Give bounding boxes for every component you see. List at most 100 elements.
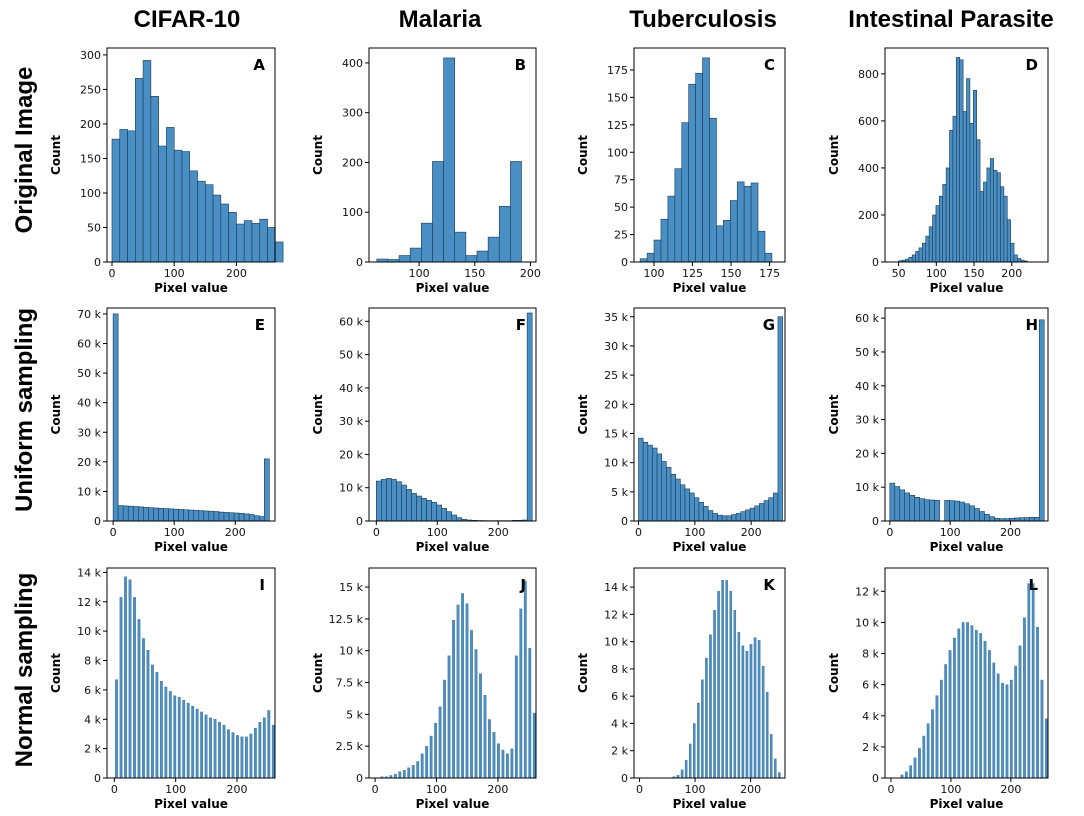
chart-g-bar-5 [661, 461, 667, 522]
chart-b-ylabel: Count [311, 135, 325, 175]
chart-d-bar-33 [1010, 242, 1015, 263]
chart-d-bar-19 [962, 111, 967, 263]
chart-g-bar-26 [759, 503, 765, 522]
chart-i-bar-33 [262, 717, 266, 779]
chart-a-bar-4 [142, 60, 152, 263]
chart-g-ytick-label-5: 25 k [604, 369, 628, 382]
chart-l-bar-34 [1040, 679, 1044, 779]
chart-d-bar-35 [1017, 258, 1022, 263]
chart-a-bar-6 [158, 145, 167, 263]
chart-k-bar-15 [701, 679, 704, 779]
chart-h-bar-8 [929, 499, 935, 522]
chart-h-ytick-label-6: 60 k [855, 312, 879, 325]
chart-c-bar-8 [695, 72, 703, 263]
chart-j-bar-18 [456, 604, 460, 779]
chart-g-bar-0 [638, 437, 644, 522]
chart-l-ytick-label-4: 8 k [862, 648, 879, 661]
chart-i-panel-letter: I [259, 576, 265, 594]
chart-k-bar-23 [733, 610, 737, 779]
chart-i-ytick-label-6: 12 k [77, 596, 101, 609]
chart-d-ytick-label-1: 200 [858, 209, 879, 222]
chart-c-bar-16 [750, 182, 759, 263]
chart-l-bar-4 [909, 765, 913, 779]
chart-j-bar-33 [523, 580, 527, 779]
chart-h-xtick-label-2: 200 [1000, 526, 1021, 539]
chart-g-xtick-label-2: 200 [741, 526, 762, 539]
chart-b-bar-12 [510, 161, 522, 263]
chart-l-xtick-label-0: 0 [887, 783, 894, 796]
chart-g-ytick-label-4: 20 k [604, 398, 628, 411]
chart-j: 0 100 200 0 2.5 k 5 k 7.5 k 10 k 12.5 k 15 k Pixel… [311, 567, 537, 811]
chart-k-bar-20 [721, 580, 724, 779]
chart-c-ytick-label-3: 75 [614, 174, 628, 187]
chart-b-ytick-label-2: 200 [342, 156, 363, 169]
chart-k-bar-29 [757, 640, 761, 779]
chart-h-bar-4 [909, 494, 916, 522]
chart-k-bar-10 [680, 769, 684, 779]
chart-h-bar-28 [1028, 516, 1035, 522]
chart-i-ytick-label-4: 8 k [84, 655, 101, 668]
chart-e-bar-1 [117, 505, 124, 522]
chart-a-bar-1 [119, 129, 128, 263]
chart-d-bar-25 [983, 181, 988, 263]
chart-l-ytick-label-3: 6 k [862, 679, 879, 692]
chart-k-xtick-label-2: 200 [740, 783, 761, 796]
chart-a-bar-21 [275, 241, 284, 263]
chart-c-bar-7 [688, 83, 696, 263]
chart-i-bar-3 [128, 579, 132, 779]
chart-d-panel-letter: D [1026, 56, 1038, 74]
chart-e-ytick-label-6: 60 k [77, 338, 101, 351]
chart-l-xtick-label-2: 200 [1000, 783, 1021, 796]
chart-j-bar-9 [416, 761, 420, 779]
chart-j-xtick-label-1: 100 [426, 783, 447, 796]
chart-h-bar-12 [949, 500, 955, 522]
chart-g-ytick-label-1: 5 k [611, 486, 628, 499]
chart-i-bar-10 [159, 680, 163, 779]
chart-b-ytick-label-1: 100 [342, 206, 363, 219]
chart-a-bar-20 [267, 227, 276, 263]
chart-l-bar-35 [1044, 718, 1048, 779]
chart-f-bar-8 [416, 495, 422, 522]
chart-c-bar-9 [702, 57, 710, 263]
chart-d: 50 100 150 200 0 200 400 600 800 Pixel value Count… [827, 47, 1049, 295]
chart-c-ylabel: Count [576, 135, 590, 175]
chart-k-ytick-label-2: 4 k [611, 717, 628, 730]
chart-e-bar-8 [153, 507, 159, 522]
chart-i-bar-6 [142, 638, 145, 779]
chart-l-bar-3 [904, 771, 908, 779]
chart-i-ytick-label-5: 10 k [77, 625, 101, 638]
chart-h-bar-13 [954, 500, 960, 522]
chart-e-xlabel: Pixel value [154, 540, 228, 554]
chart-g-bar-16 [712, 513, 718, 522]
chart-a-ytick-label-4: 200 [80, 118, 101, 131]
chart-d-ytick-label-3: 600 [858, 115, 879, 128]
chart-l-xtick-label-1: 100 [940, 783, 961, 796]
chart-d-bar-24 [979, 191, 984, 263]
chart-e-ytick-label-2: 20 k [77, 456, 101, 469]
chart-e-bar-24 [233, 512, 240, 522]
chart-i-bar-31 [253, 727, 257, 779]
chart-j-panel-letter: J [519, 576, 526, 594]
chart-a-bar-14 [220, 203, 229, 263]
chart-c-ytick-label-5: 125 [607, 119, 628, 132]
chart-e-panel-letter: E [255, 316, 265, 334]
chart-c-ytick-label-1: 25 [614, 229, 628, 242]
chart-h-bar-15 [964, 503, 970, 522]
chart-e-bar-26 [243, 513, 250, 522]
chart-g-bar-9 [680, 484, 686, 522]
chart-e-ytick-label-3: 30 k [77, 426, 101, 439]
chart-h-bar-0 [889, 482, 896, 522]
chart-e-bar-17 [198, 510, 205, 522]
chart-c-bar-3 [660, 218, 669, 263]
chart-d-bar-15 [949, 130, 954, 263]
row-title-original-image: Original Image [11, 67, 38, 234]
chart-f-bar-5 [401, 484, 407, 522]
chart-h-ytick-label-2: 20 k [855, 447, 879, 460]
row-title-uniform-sampling: Uniform sampling [11, 308, 38, 512]
chart-a-bar-11 [197, 180, 206, 263]
chart-l-bar-13 [948, 650, 952, 779]
chart-c-bar-2 [653, 239, 662, 263]
chart-a-bar-16 [236, 223, 245, 263]
chart-i-ytick-label-3: 6 k [84, 684, 101, 697]
